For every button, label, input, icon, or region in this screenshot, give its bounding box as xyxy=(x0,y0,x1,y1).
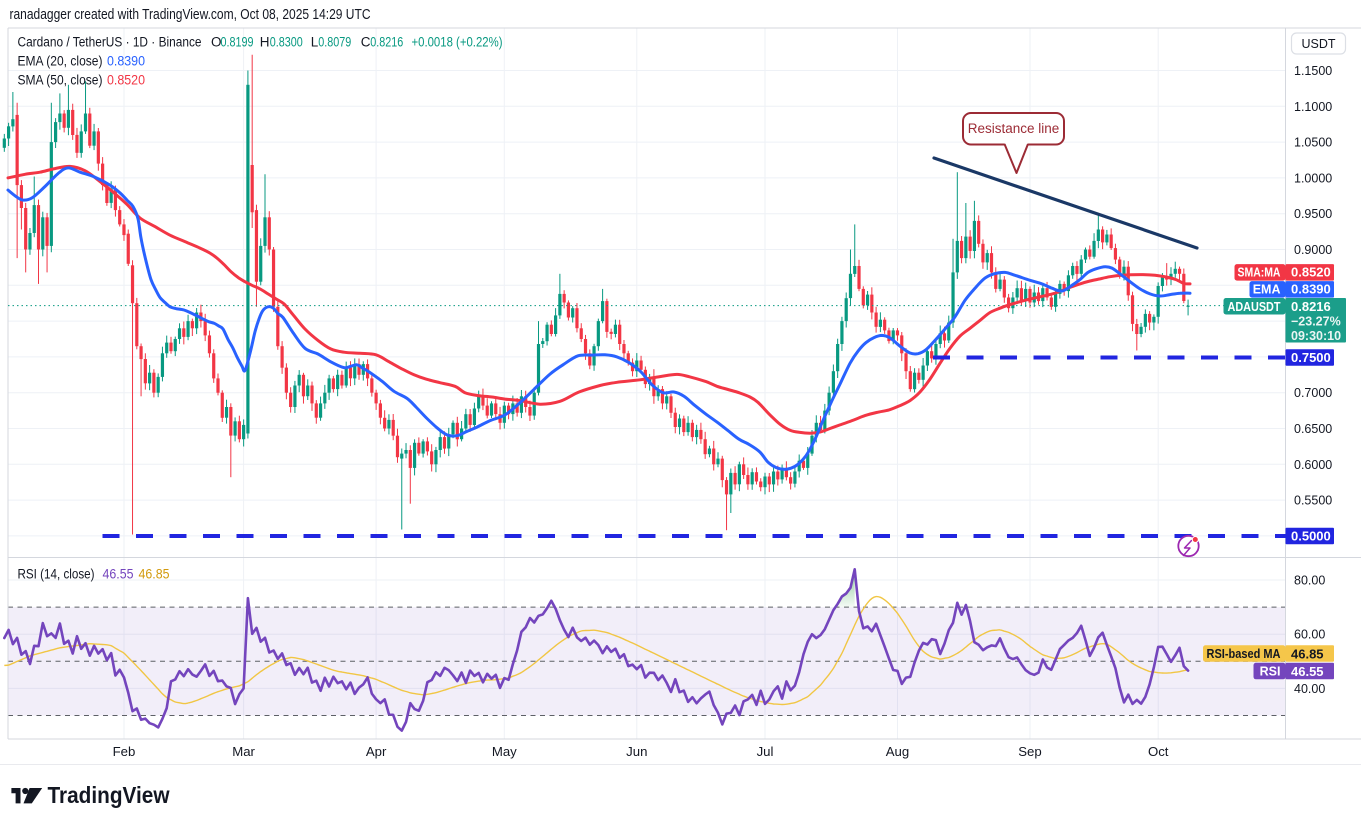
svg-text:C: C xyxy=(361,35,371,50)
svg-text:0.8390: 0.8390 xyxy=(107,54,145,69)
svg-text:1.0500: 1.0500 xyxy=(1294,136,1332,150)
svg-text:Jun: Jun xyxy=(626,744,647,759)
svg-text:46.85: 46.85 xyxy=(139,567,170,582)
svg-text:60.00: 60.00 xyxy=(1294,628,1325,642)
svg-text:Cardano / TetherUS · 1D · Bina: Cardano / TetherUS · 1D · Binance xyxy=(18,35,202,50)
svg-text:RSI: RSI xyxy=(1260,665,1281,679)
svg-text:Sep: Sep xyxy=(1018,744,1041,759)
svg-text:May: May xyxy=(492,744,517,759)
svg-text:Aug: Aug xyxy=(886,744,909,759)
svg-text:0.8079: 0.8079 xyxy=(318,35,351,50)
svg-text:TradingView: TradingView xyxy=(48,782,170,808)
svg-text:0.9500: 0.9500 xyxy=(1294,207,1332,221)
svg-text:EMA: EMA xyxy=(1253,283,1281,297)
svg-text:0.8390: 0.8390 xyxy=(1291,282,1331,297)
svg-text:0.7500: 0.7500 xyxy=(1291,350,1331,365)
svg-text:−23.27%: −23.27% xyxy=(1291,315,1341,329)
svg-text:0.8300: 0.8300 xyxy=(270,35,303,50)
svg-text:1.1500: 1.1500 xyxy=(1294,64,1332,78)
svg-text:USDT: USDT xyxy=(1301,37,1335,51)
svg-text:09:30:10: 09:30:10 xyxy=(1291,329,1341,343)
svg-text:Resistance line: Resistance line xyxy=(968,121,1060,136)
svg-text:RSI (14, close): RSI (14, close) xyxy=(18,567,95,582)
svg-text:Feb: Feb xyxy=(113,744,136,759)
svg-text:SMA:MA: SMA:MA xyxy=(1238,266,1281,280)
svg-text:0.8199: 0.8199 xyxy=(221,35,254,50)
svg-text:80.00: 80.00 xyxy=(1294,574,1325,588)
svg-text:ranadagger created with Tradin: ranadagger created with TradingView.com,… xyxy=(10,7,371,23)
svg-text:0.9000: 0.9000 xyxy=(1294,243,1332,257)
svg-text:0.7000: 0.7000 xyxy=(1294,386,1332,400)
svg-text:46.55: 46.55 xyxy=(103,567,134,582)
svg-text:46.85: 46.85 xyxy=(1291,646,1324,661)
svg-text:Mar: Mar xyxy=(232,744,255,759)
svg-text:ADAUSDT: ADAUSDT xyxy=(1228,300,1281,314)
svg-text:0.6500: 0.6500 xyxy=(1294,422,1332,436)
svg-text:0.8216: 0.8216 xyxy=(370,35,403,50)
svg-text:0.5500: 0.5500 xyxy=(1294,494,1332,508)
svg-text:0.8520: 0.8520 xyxy=(1291,265,1331,280)
svg-text:H: H xyxy=(260,35,270,50)
svg-text:EMA (20, close): EMA (20, close) xyxy=(18,54,103,69)
svg-text:46.55: 46.55 xyxy=(1291,664,1324,679)
svg-text:O: O xyxy=(211,35,222,50)
svg-text:RSI-based MA: RSI-based MA xyxy=(1207,647,1281,661)
svg-text:+0.0018 (+0.22%): +0.0018 (+0.22%) xyxy=(412,35,503,50)
svg-text:L: L xyxy=(311,35,319,50)
svg-text:1.1000: 1.1000 xyxy=(1294,100,1332,114)
svg-text:0.8520: 0.8520 xyxy=(107,73,145,88)
svg-text:Apr: Apr xyxy=(366,744,387,759)
svg-text:0.5000: 0.5000 xyxy=(1291,528,1331,543)
svg-text:Oct: Oct xyxy=(1148,744,1169,759)
svg-text:0.8216: 0.8216 xyxy=(1291,299,1331,314)
svg-text:40.00: 40.00 xyxy=(1294,682,1325,696)
svg-text:0.6000: 0.6000 xyxy=(1294,458,1332,472)
svg-text:1.0000: 1.0000 xyxy=(1294,171,1332,185)
svg-text:SMA (50, close): SMA (50, close) xyxy=(18,73,103,88)
svg-text:Jul: Jul xyxy=(757,744,774,759)
